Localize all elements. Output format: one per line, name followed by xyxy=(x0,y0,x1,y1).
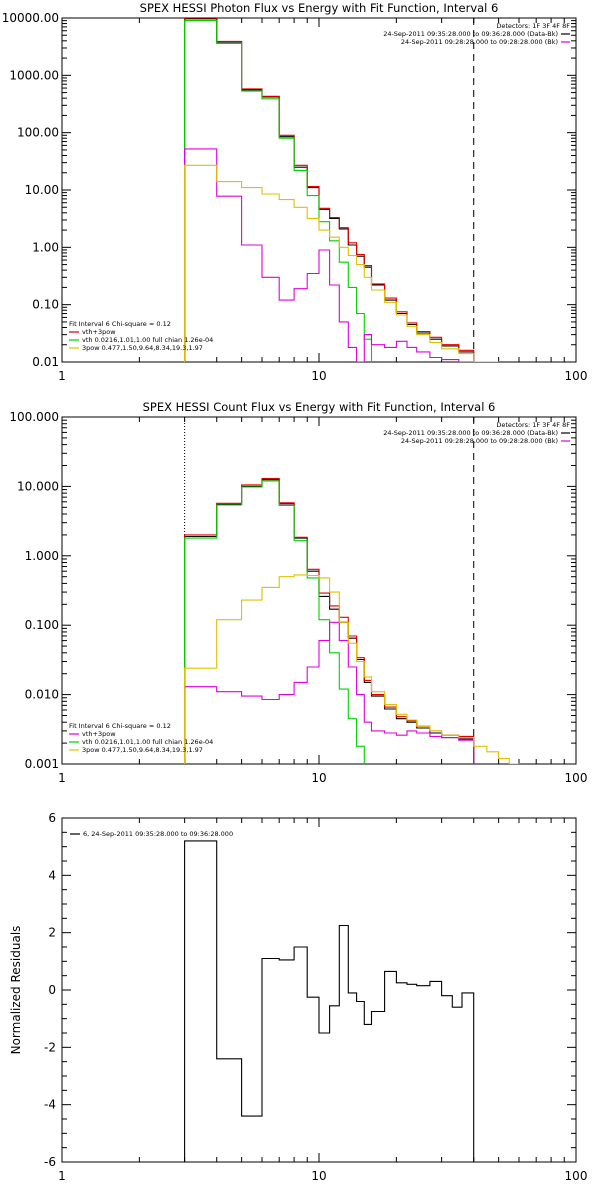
legend-top-entry: 24-Sep-2011 09:28:28.000 to 09:28:28.000… xyxy=(401,38,558,46)
x-tick-label: 100 xyxy=(565,771,588,785)
chart-panel-2: SPEX HESSI Count Flux vs Energy with Fit… xyxy=(9,400,587,785)
legend-bottom-entry: Fit Interval 6 Chi-square = 0.12 xyxy=(69,722,171,730)
y-tick-label: 1000.00 xyxy=(9,68,59,82)
y-tick-label: 100.00 xyxy=(17,126,59,140)
y-tick-label: 0 xyxy=(48,983,56,997)
y-tick-label: 0.100 xyxy=(25,618,59,632)
legend-bottom-entry: Fit Interval 6 Chi-square = 0.12 xyxy=(69,320,171,328)
legend-bottom-entry: vth+3pow xyxy=(82,730,116,738)
legend-bottom-entry: 3pow 0.477,1.50,9.64,8.34,19.3,1.97 xyxy=(82,746,203,754)
y-tick-label: -4 xyxy=(44,1098,56,1112)
y-tick-label: 4 xyxy=(48,868,56,882)
y-tick-label: 0.10 xyxy=(32,298,59,312)
x-tick-label: 1 xyxy=(58,1169,66,1183)
y-tick-label: 6 xyxy=(48,811,56,825)
series-red-histogram xyxy=(184,18,475,362)
y-tick-label: 1.000 xyxy=(25,549,59,563)
plot-area xyxy=(184,477,520,764)
chart-title: SPEX HESSI Count Flux vs Energy with Fit… xyxy=(143,400,496,414)
legend-top-entry: Detectors: 1F 3F 4F 8F xyxy=(496,22,570,30)
legend-entry: 6, 24-Sep-2011 09:35:28.000 to 09:36:28.… xyxy=(83,830,233,838)
series-magenta-histogram xyxy=(184,148,475,362)
y-axis-label: Normalized Residuals xyxy=(9,926,23,1055)
y-tick-label: -6 xyxy=(44,1155,56,1169)
legend-bottom-entry: 3pow 0.477,1.50,9.64,8.34,19.3,1.97 xyxy=(82,344,203,352)
series-yellow-histogram xyxy=(184,164,500,362)
x-tick-label: 10 xyxy=(311,369,326,383)
y-tick-label: 0.010 xyxy=(25,688,59,702)
plot-area xyxy=(184,840,475,1162)
x-tick-label: 10 xyxy=(311,771,326,785)
plot-frame xyxy=(61,817,577,1163)
legend-bottom-entry: vth 0.0216,1.01,1.00 full chian 1.26e-04 xyxy=(82,336,213,344)
legend-bottom-entry: vth+3pow xyxy=(82,328,116,336)
y-tick-label: 0.01 xyxy=(32,355,59,369)
x-tick-label: 100 xyxy=(565,1169,588,1183)
series-green-histogram xyxy=(184,20,373,362)
x-tick-label: 100 xyxy=(565,369,588,383)
legend-top-entry: 24-Sep-2011 09:28:28.000 to 09:28:28.000… xyxy=(401,437,558,445)
x-tick-label: 1 xyxy=(58,771,66,785)
chart-panel-1: SPEX HESSI Photon Flux vs Energy with Fi… xyxy=(2,1,588,383)
y-tick-label: 10.00 xyxy=(25,183,59,197)
legend-bottom-entry: vth 0.0216,1.01,1.00 full chian 1.26e-04 xyxy=(82,738,213,746)
chart-title: SPEX HESSI Photon Flux vs Energy with Fi… xyxy=(140,1,499,15)
y-tick-label: 1.00 xyxy=(32,240,59,254)
y-tick-label: 100.000 xyxy=(9,410,59,424)
x-tick-label: 10 xyxy=(311,1169,326,1183)
series-black-histogram xyxy=(184,18,475,362)
series-black-histogram xyxy=(184,840,475,1162)
legend-top-entry: 24-Sep-2011 09:35:28.000 to 09:36:28.000… xyxy=(383,30,558,38)
legend-top-entry: 24-Sep-2011 09:35:28.000 to 09:36:28.000… xyxy=(383,429,558,437)
y-tick-label: 10000.00 xyxy=(2,11,59,25)
x-tick-label: 1 xyxy=(58,369,66,383)
y-tick-label: 10.000 xyxy=(17,479,59,493)
y-tick-label: 2 xyxy=(48,926,56,940)
chart-panel-3: 1 10 100 6 4 2 0 -2 -4 -6 Normalized Residuals 6, 2… xyxy=(9,811,587,1183)
legend-top-entry: Detectors: 1F 3F 4F 8F xyxy=(496,421,570,429)
y-tick-label: 0.001 xyxy=(25,757,59,771)
plot-area xyxy=(184,18,500,362)
y-tick-label: -2 xyxy=(44,1040,56,1054)
series-yellow-histogram xyxy=(184,574,520,764)
